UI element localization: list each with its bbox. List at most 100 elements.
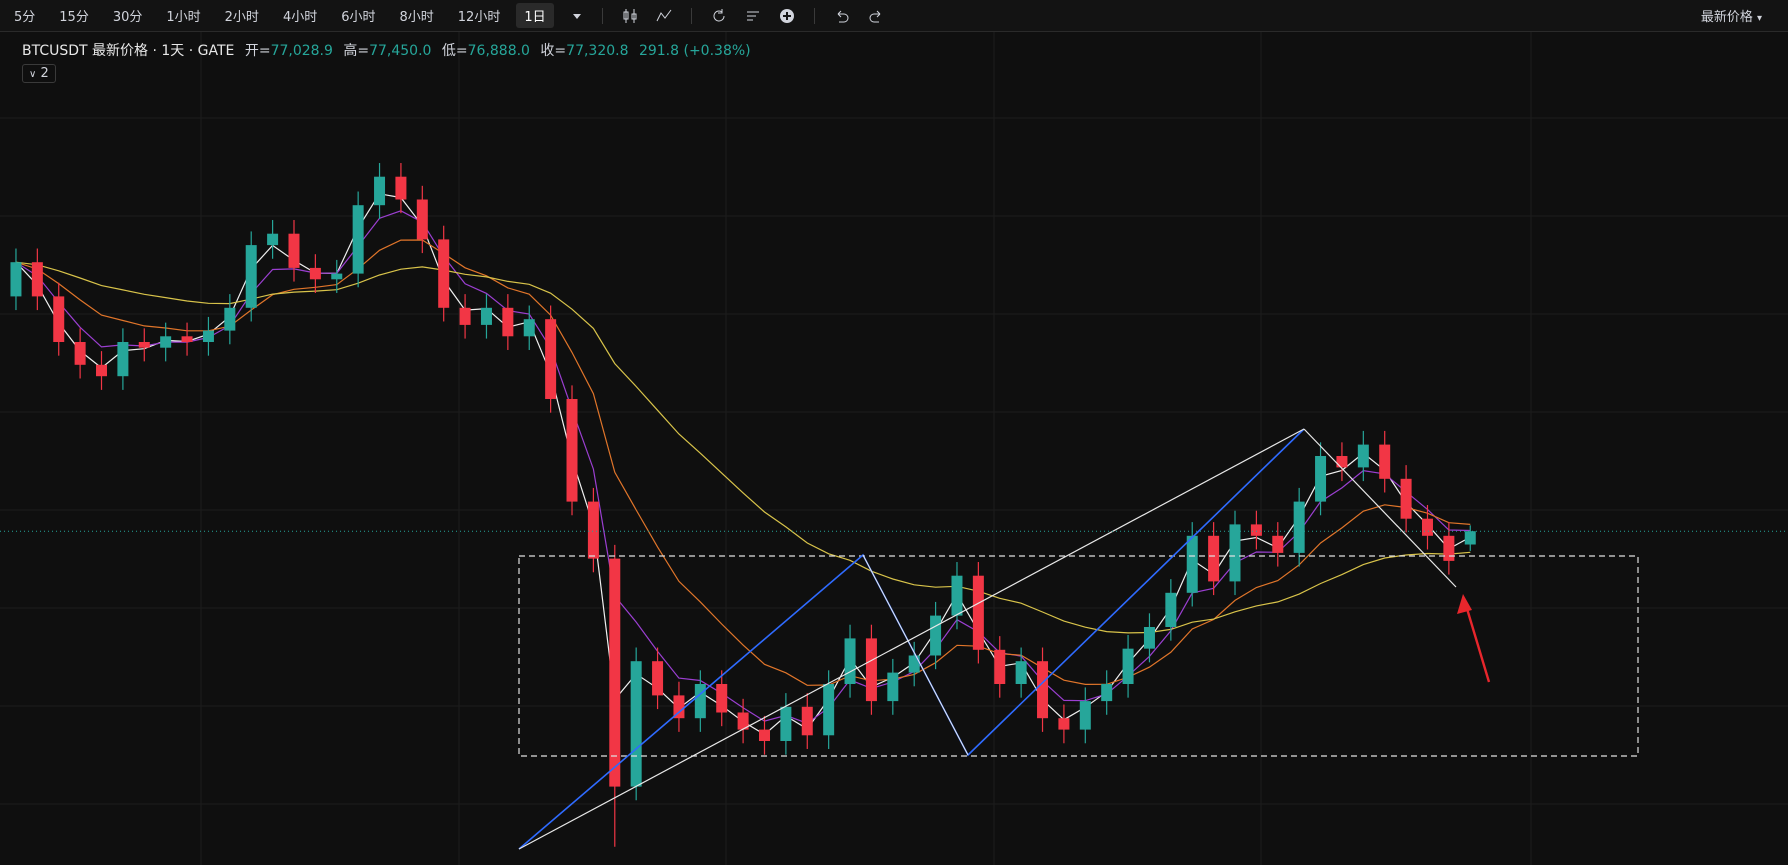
indicator-count[interactable]: 2	[40, 66, 49, 81]
candle-body	[951, 575, 963, 616]
candle-body	[181, 336, 193, 342]
candle-body	[630, 661, 642, 787]
ma-line	[15, 239, 1471, 686]
candle-body	[609, 558, 621, 787]
symbol-title: BTCUSDT 最新价格 · 1天 · GATE	[22, 43, 235, 59]
separator	[601, 7, 603, 24]
refresh-icon[interactable]	[710, 7, 728, 25]
price-mode[interactable]: 最新价格 ▾	[1701, 6, 1762, 25]
arrow-shaft	[1463, 601, 1491, 683]
candle-body	[160, 336, 172, 348]
candle-body	[459, 307, 471, 325]
candle-body	[758, 729, 770, 741]
interval-button[interactable]: 30分	[112, 10, 143, 25]
candle-body	[31, 262, 43, 297]
interval-button[interactable]: 2小时	[224, 10, 259, 25]
candle-body	[523, 319, 535, 337]
ma-line	[15, 210, 1471, 724]
open-value: 77,028.9	[270, 43, 333, 59]
arrow-head	[1457, 594, 1472, 614]
interval-button[interactable]: 5分	[14, 10, 36, 25]
candle-body	[309, 267, 321, 280]
candle-body	[1336, 456, 1348, 468]
low-label: 低=	[441, 43, 468, 59]
candle-body	[1272, 535, 1284, 553]
change-value: 291.8 (+0.38%)	[638, 43, 751, 59]
dropdown-arrow: ▾	[1756, 13, 1762, 24]
candles	[10, 163, 1476, 847]
candle-body	[1315, 456, 1327, 502]
candle-body	[1101, 684, 1113, 702]
candle-body	[1443, 535, 1455, 561]
ma-line	[15, 261, 1471, 634]
candle-body	[1400, 478, 1412, 519]
interval-button[interactable]: 6小时	[341, 10, 376, 25]
candle-body	[694, 684, 706, 719]
price-mode-label[interactable]: 最新价格	[1700, 10, 1753, 25]
candle-body	[138, 342, 150, 348]
separator	[690, 7, 692, 24]
interval-button[interactable]: 8小时	[399, 10, 434, 25]
candle-body	[1037, 661, 1049, 719]
candle-body	[865, 638, 877, 702]
interval-list: 5分 15分 30分 1小时 2小时 4小时 6小时 8小时 12小时 1日	[6, 3, 562, 28]
undo-icon[interactable]	[833, 7, 851, 25]
redo-icon[interactable]	[867, 7, 885, 25]
candle-body	[10, 262, 22, 297]
interval-button[interactable]: 15分	[59, 10, 89, 25]
candle-body	[652, 661, 664, 696]
interval-button[interactable]: 4小时	[282, 10, 318, 25]
candle-body	[96, 364, 108, 377]
candle-body	[1464, 531, 1476, 545]
interval-button[interactable]: 1日	[516, 3, 554, 28]
settings-icon[interactable]	[744, 7, 762, 25]
trend-line	[518, 428, 1305, 850]
candle-body	[1079, 701, 1091, 730]
grid	[0, 32, 1788, 865]
separator	[813, 7, 815, 24]
candle-body	[224, 307, 236, 331]
candle-body	[716, 684, 728, 713]
candle-body	[267, 233, 279, 246]
low-value: 76,888.0	[467, 43, 530, 59]
high-label: 高=	[343, 43, 370, 59]
candle-body	[1229, 524, 1241, 582]
high-value: 77,450.0	[369, 43, 432, 59]
ma-line	[15, 193, 1471, 736]
candle-body	[780, 706, 792, 741]
candle-body	[1122, 648, 1134, 684]
range-box	[518, 555, 1639, 757]
candle-body	[288, 233, 300, 268]
add-icon[interactable]	[778, 7, 796, 25]
chart	[0, 32, 1788, 865]
candle-body	[1250, 524, 1262, 536]
candle-body	[438, 239, 450, 308]
candle-body	[1293, 501, 1305, 553]
open-label: 开=	[244, 43, 271, 59]
dropdown-icon[interactable]	[570, 9, 584, 23]
candle-body	[202, 330, 214, 342]
close-value: 77,320.8	[566, 43, 629, 59]
candle-body	[587, 501, 599, 559]
chevron: ∨	[29, 69, 37, 80]
candle-body	[823, 684, 835, 736]
interval-button[interactable]: 1小时	[166, 10, 201, 25]
candle-body	[887, 672, 899, 702]
candle-body	[801, 706, 813, 736]
toolbar: 5分 15分 30分 1小时 2小时 4小时 6小时 8小时 12小时 1日 最新价格 ▾	[0, 0, 1788, 32]
candle-body	[1165, 592, 1177, 627]
interval-button[interactable]: 12小时	[457, 10, 501, 25]
candle-body	[374, 176, 386, 206]
candle-body	[395, 176, 407, 200]
indicator-icon[interactable]	[655, 7, 673, 25]
candle-body	[245, 245, 257, 308]
indicator-toggle[interactable]: ∨ 2	[22, 64, 56, 83]
candle-type-icon[interactable]	[621, 7, 639, 25]
candle-body	[1421, 518, 1433, 536]
candle-body	[737, 712, 749, 730]
candle-body	[416, 199, 428, 240]
candle-body	[1015, 661, 1027, 684]
